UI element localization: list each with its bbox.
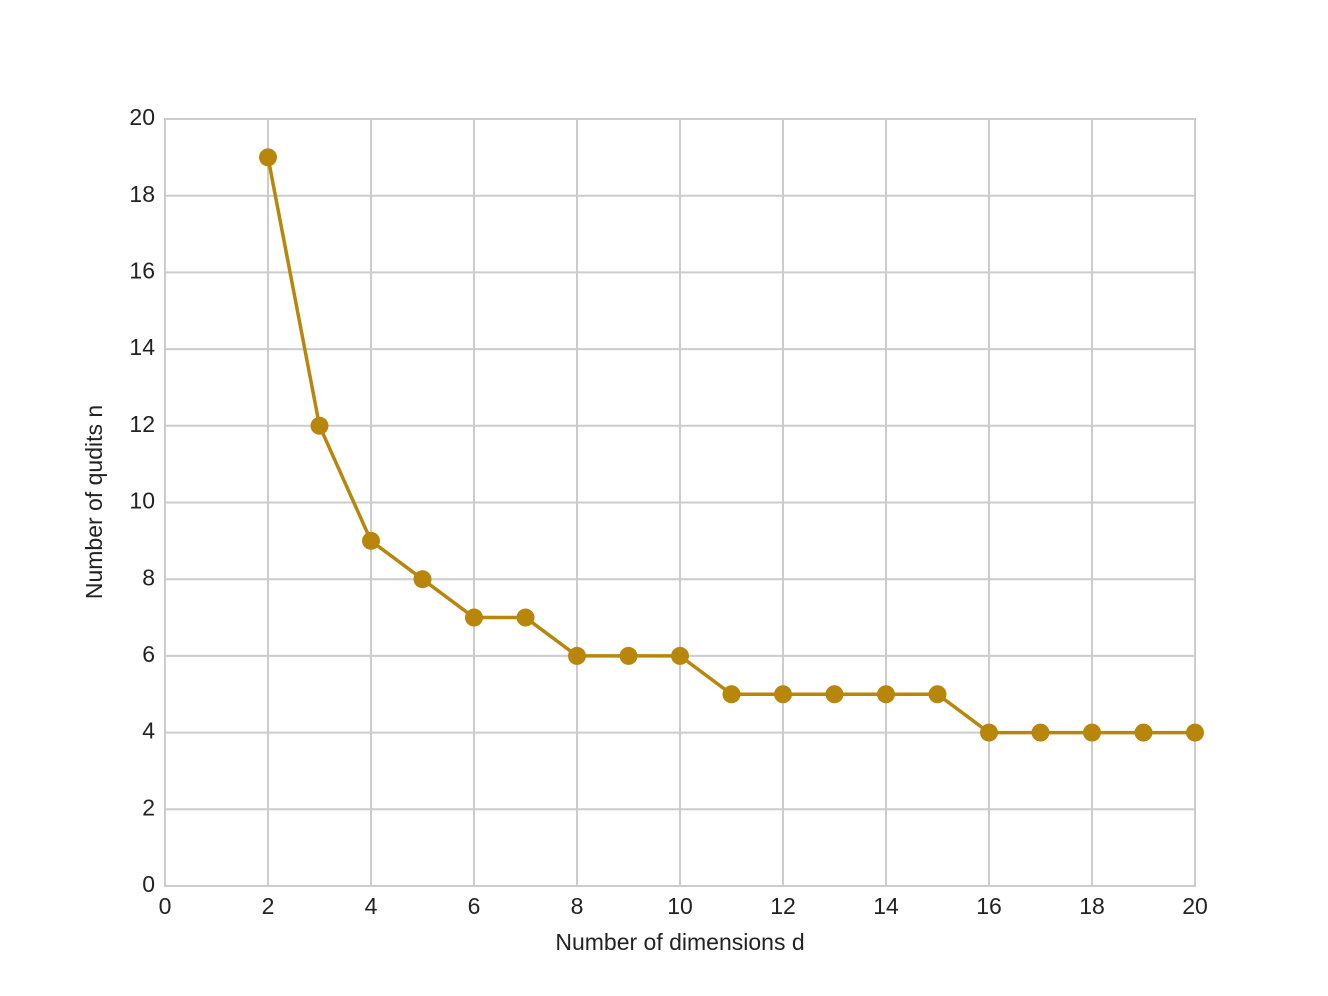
x-tick-label: 20: [1182, 893, 1208, 919]
y-tick-label: 6: [142, 641, 155, 667]
data-point: [722, 685, 741, 704]
data-point: [877, 685, 895, 704]
x-tick-label: 14: [873, 893, 899, 919]
x-tick-label: 10: [667, 893, 693, 919]
plot-frame: [164, 118, 1196, 887]
x-tick-label: 2: [262, 893, 275, 919]
data-point: [774, 685, 792, 704]
y-axis-label: Number of qudits n: [81, 405, 107, 599]
x-tick-label: 18: [1079, 893, 1105, 919]
y-tick-label: 8: [142, 564, 155, 590]
x-tick-label: 8: [571, 893, 584, 919]
data-point: [825, 685, 844, 704]
y-tick-label: 16: [129, 257, 155, 283]
data-point: [310, 416, 329, 435]
data-point: [1083, 723, 1101, 742]
x-tick-label: 12: [770, 893, 796, 919]
data-point: [1134, 723, 1153, 742]
y-tick-label: 4: [142, 718, 155, 744]
y-tick-label: 18: [129, 181, 155, 207]
data-point: [1186, 723, 1204, 742]
data-point: [928, 685, 947, 704]
data-line: [266, 157, 1195, 735]
data-point: [465, 608, 483, 627]
data-point: [671, 646, 689, 665]
x-axis-label: Number of dimensions d: [555, 929, 804, 955]
y-tick-label: 14: [129, 334, 155, 360]
x-tick-label: 6: [468, 893, 481, 919]
data-point: [568, 646, 586, 665]
data-point: [516, 608, 535, 627]
y-tick-label: 12: [129, 411, 155, 437]
y-tick-label: 20: [129, 104, 155, 130]
data-point: [619, 646, 638, 665]
y-tick-label: 10: [129, 488, 155, 514]
data-point: [1031, 723, 1050, 742]
data-point: [413, 570, 432, 589]
y-tick-label: 2: [142, 794, 155, 820]
x-tick-label: 4: [365, 893, 378, 919]
y-tick-label: 0: [142, 871, 155, 897]
x-tick-label: 0: [159, 893, 172, 919]
data-point: [259, 148, 277, 167]
data-point: [980, 723, 998, 742]
data-point: [362, 531, 380, 550]
x-tick-label: 16: [976, 893, 1002, 919]
